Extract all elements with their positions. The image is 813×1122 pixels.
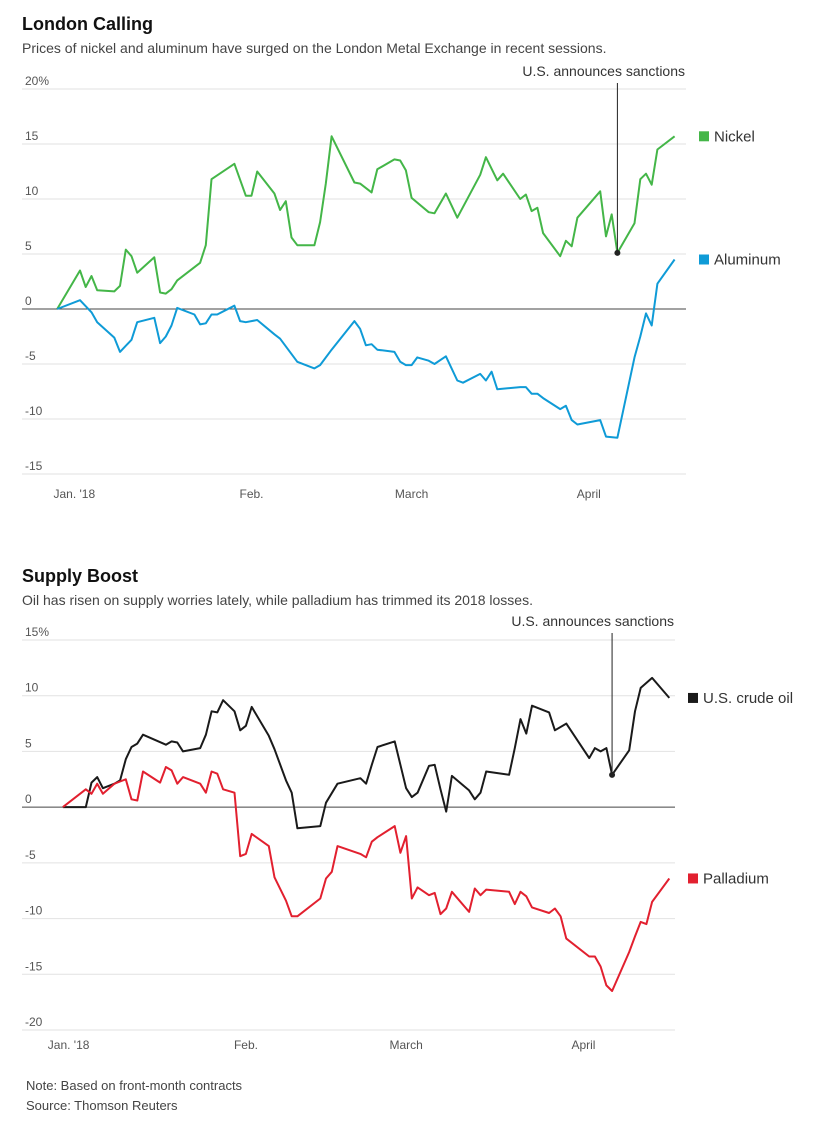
chart-title: London Calling <box>22 14 153 34</box>
series-line <box>56 258 676 439</box>
y-tick-label: -5 <box>25 349 36 363</box>
y-tick-label: 10 <box>25 184 39 198</box>
legend-swatch <box>688 873 698 884</box>
chart-subtitle: Oil has risen on supply worries lately, … <box>22 592 533 608</box>
y-tick-label: 20% <box>25 74 49 88</box>
y-tick-label: 10 <box>25 681 39 695</box>
y-tick-label: -20 <box>25 1015 43 1029</box>
y-tick-label: 5 <box>25 239 32 253</box>
legend-label: U.S. crude oil <box>703 690 793 707</box>
series-line <box>62 766 671 992</box>
chart-title: Supply Boost <box>22 566 138 586</box>
legend-swatch <box>699 131 709 142</box>
x-tick-label: Feb. <box>234 1038 258 1052</box>
x-tick-label: March <box>389 1038 422 1052</box>
chart-subtitle: Prices of nickel and aluminum have surge… <box>22 40 606 56</box>
y-tick-label: -10 <box>25 404 43 418</box>
series-line <box>62 676 671 830</box>
y-tick-label: 5 <box>25 736 32 750</box>
x-tick-label: April <box>577 487 601 501</box>
legend-swatch <box>699 254 709 265</box>
y-tick-label: 15% <box>25 625 49 639</box>
y-tick-label: -5 <box>25 848 36 862</box>
y-tick-label: -10 <box>25 904 43 918</box>
y-tick-label: 0 <box>25 792 32 806</box>
legend-swatch <box>688 692 698 703</box>
annotation-dot <box>614 249 621 256</box>
legend-label: Aluminum <box>714 252 781 269</box>
y-tick-label: 0 <box>25 294 32 308</box>
legend-label: Nickel <box>714 128 755 145</box>
x-tick-label: Feb. <box>240 487 264 501</box>
annotation-text: U.S. announces sanctions <box>511 613 674 629</box>
annotation-text: U.S. announces sanctions <box>522 63 685 79</box>
y-tick-label: -15 <box>25 459 43 473</box>
x-tick-label: Jan. '18 <box>48 1038 90 1052</box>
series-line <box>56 135 676 310</box>
legend-label: Palladium <box>703 870 769 887</box>
annotation-dot <box>609 771 616 778</box>
x-tick-label: March <box>395 487 428 501</box>
source: Source: Thomson Reuters <box>26 1098 178 1113</box>
y-tick-label: 15 <box>25 129 39 143</box>
y-tick-label: -15 <box>25 959 43 973</box>
x-tick-label: Jan. '18 <box>53 487 95 501</box>
note: Note: Based on front-month contracts <box>26 1078 243 1093</box>
x-tick-label: April <box>571 1038 595 1052</box>
